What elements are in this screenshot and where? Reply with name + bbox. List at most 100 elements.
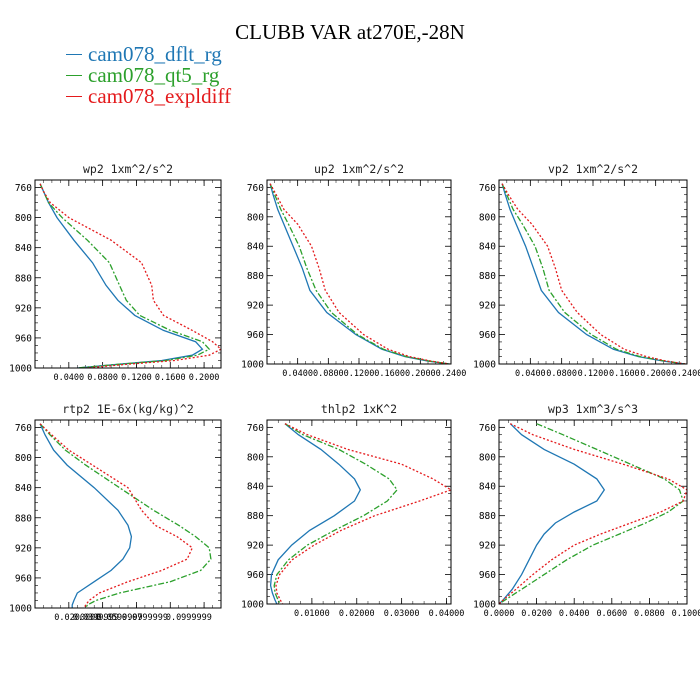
plot-frame: [34, 179, 222, 369]
y-tick-label: 880: [479, 511, 496, 522]
panel-title: vp2 1xm^2/s^2: [548, 162, 638, 176]
y-tick-label: 920: [247, 541, 264, 552]
y-tick-label: 920: [479, 301, 496, 312]
x-tick-label: 0.0400: [559, 609, 590, 619]
y-tick-label: 960: [247, 330, 264, 341]
panel-2: vp2 1xm^2/s^2 760 800 840 880 920 960 1000 0.040…: [473, 162, 700, 379]
y-tick-label: 760: [247, 183, 264, 194]
plot-frame: [34, 419, 222, 609]
x-tick-label: 0.1200: [344, 369, 375, 379]
legend-line-expldiff: [66, 96, 82, 97]
legend-line-dflt: [66, 54, 82, 55]
x-tick-label: 0.0599999: [97, 613, 143, 623]
y-tick-label: 960: [15, 333, 32, 344]
series-line-cam078_expldiff: [269, 183, 450, 364]
y-tick-label: 760: [479, 183, 496, 194]
y-tick-label: 1000: [241, 360, 264, 371]
series-line-cam078_qt5_rg: [499, 423, 684, 604]
series-line-cam078_expldiff: [39, 423, 194, 608]
y-tick-label: 960: [15, 573, 32, 584]
y-tick-label: 840: [15, 483, 32, 494]
x-tick-label: 0.0999999: [166, 613, 212, 623]
x-tick-label: 0.1000: [672, 609, 700, 619]
y-tick-label: 960: [479, 570, 496, 581]
y-tick-label: 760: [15, 423, 32, 434]
x-tick-label: 0.2000: [640, 369, 671, 379]
y-tick-label: 880: [479, 271, 496, 282]
y-tick-label: 880: [247, 271, 264, 282]
x-tick-label: 0.2000: [405, 369, 436, 379]
y-tick-label: 760: [479, 423, 496, 434]
x-tick-label: 0.03000: [384, 609, 420, 619]
y-tick-label: 760: [15, 183, 32, 194]
y-tick-label: 840: [247, 242, 264, 253]
panel-title: thlp2 1xK^2: [321, 402, 397, 416]
x-tick-label: 0.0399999: [73, 613, 119, 623]
series-line-cam078_qt5_rg: [39, 423, 212, 608]
x-tick-label: 0.1200: [578, 369, 609, 379]
y-tick-label: 880: [15, 273, 32, 284]
y-tick-label: 920: [479, 541, 496, 552]
x-tick-label: 0.0800: [313, 369, 344, 379]
y-tick-label: 800: [479, 212, 496, 223]
x-tick-label: 0.2400: [672, 369, 700, 379]
y-tick-label: 760: [247, 423, 264, 434]
series-line-cam078_dflt_rg: [269, 423, 362, 604]
series-line-cam078_expldiff: [275, 423, 451, 604]
legend-line-qt5: [66, 75, 82, 76]
y-tick-label: 920: [247, 301, 264, 312]
series-line-cam078_expldiff: [501, 183, 686, 364]
x-tick-label: 0.2400: [436, 369, 467, 379]
x-tick-label: 0.0000: [484, 609, 515, 619]
x-tick-label: 0.01000: [294, 609, 330, 619]
series-line-cam078_dflt_rg: [269, 183, 450, 364]
plot-frame: [266, 179, 452, 365]
y-tick-label: 960: [479, 330, 496, 341]
y-tick-label: 800: [247, 452, 264, 463]
x-tick-label: 0.1600: [155, 373, 186, 383]
panel-title: wp2 1xm^2/s^2: [83, 162, 173, 176]
series-line-cam078_qt5_rg: [273, 423, 398, 604]
legend-label-qt5: cam078_qt5_rg: [88, 63, 220, 87]
y-tick-label: 840: [479, 482, 496, 493]
panel-5: wp3 1xm^3/s^3 760 800 840 880 920 960 10000.000…: [473, 402, 700, 619]
plot-frame: [266, 419, 452, 605]
y-tick-label: 880: [15, 513, 32, 524]
y-tick-label: 1000: [473, 600, 496, 611]
series-line-cam078_dflt_rg: [39, 423, 133, 608]
x-tick-label: 0.0800: [87, 373, 118, 383]
y-tick-label: 800: [15, 453, 32, 464]
x-tick-label: 0.0400: [282, 369, 313, 379]
series-line-cam078_dflt_rg: [39, 183, 204, 368]
y-tick-label: 920: [15, 543, 32, 554]
y-tick-label: 800: [247, 212, 264, 223]
series-line-cam078_expldiff: [499, 423, 687, 604]
y-tick-label: 1000: [9, 364, 32, 375]
plot-frame: [498, 179, 688, 365]
x-tick-label: 0.0600: [596, 609, 627, 619]
y-tick-label: 840: [247, 482, 264, 493]
y-tick-label: 1000: [473, 360, 496, 371]
y-tick-label: 840: [15, 243, 32, 254]
x-tick-label: 0.04000: [429, 609, 465, 619]
x-tick-label: 0.2000: [189, 373, 220, 383]
panel-4: thlp2 1xK^2 760 800 840 880 920 960 1000 0.01000…: [241, 402, 464, 619]
legend-entry: cam078_qt5_rg: [66, 65, 231, 86]
panel-title: rtp2 1E-6x(kg/kg)^2: [62, 402, 194, 416]
y-tick-label: 960: [247, 570, 264, 581]
x-tick-label: 0.0800: [634, 609, 665, 619]
series-line-cam078_dflt_rg: [501, 183, 686, 364]
series-line-cam078_qt5_rg: [39, 183, 211, 368]
x-tick-label: 0.1200: [121, 373, 152, 383]
panel-title: up2 1xm^2/s^2: [314, 162, 404, 176]
y-tick-label: 1000: [241, 600, 264, 611]
y-tick-label: 920: [15, 303, 32, 314]
plot-frame: [498, 419, 688, 605]
figure-title: CLUBB VAR at270E,-28N: [235, 20, 465, 44]
series-line-cam078_qt5_rg: [501, 183, 686, 364]
panel-3: rtp2 1E-6x(kg/kg)^2 760 800 840 880 920 960 100…: [9, 402, 222, 623]
series-line-cam078_qt5_rg: [269, 183, 450, 364]
y-tick-label: 800: [15, 213, 32, 224]
y-tick-label: 880: [247, 511, 264, 522]
